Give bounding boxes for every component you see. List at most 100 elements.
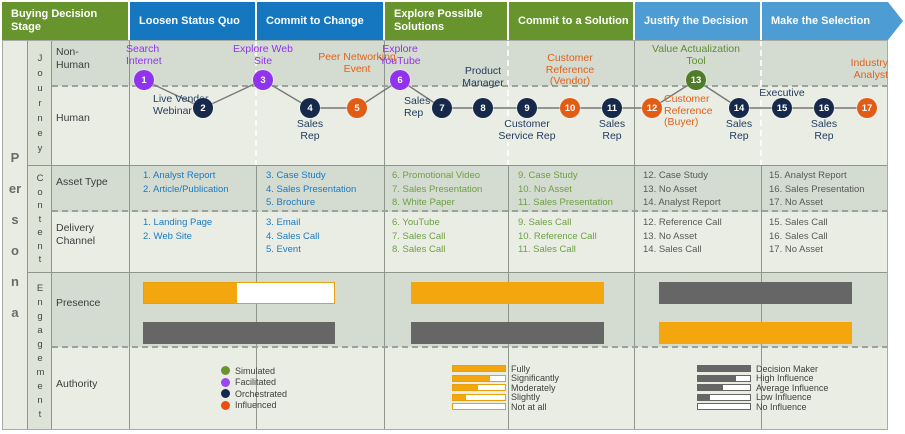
legend-item: Facilitated <box>221 377 287 387</box>
asset-type-cell: 3. Case Study 4. Sales Presentation 5. Bro… <box>266 170 357 208</box>
journey-label: Live Vendor Webinar <box>153 93 209 117</box>
delivery-channel-cell: 15. Sales Call 16. Sales Call 17. No Asset <box>769 217 828 255</box>
legend-item: Simulated <box>221 366 287 376</box>
journey-node-17: 17 <box>857 98 877 118</box>
delivery-channel-cell: 1. Landing Page 2. Web Site <box>143 217 213 242</box>
journey-label: Explore YouTube <box>379 43 421 67</box>
asset-type-cell: 6. Promotional Video 7. Sales Presentatio… <box>392 170 483 208</box>
stage-header-commit-to-a-solution: Commit to a Solution <box>509 2 635 40</box>
journey-label: Explore Web Site <box>233 43 293 67</box>
legend-item: Low Influence <box>697 392 828 402</box>
presence-bar-bottom-stages-3-4 <box>411 322 604 344</box>
grid-line <box>384 40 385 430</box>
legend-item: Not at all <box>452 402 559 412</box>
facilitated-dot-icon <box>221 377 230 387</box>
presence-bar-top-stages-3-4 <box>411 282 604 304</box>
legend-item: No Influence <box>697 402 828 412</box>
legend-item: Significantly <box>452 373 559 383</box>
group-label-engagement: Engagement <box>36 282 45 420</box>
row-bg-asset-type <box>52 166 888 212</box>
journey-label: Customer Service Rep <box>498 118 556 142</box>
row-bg-non-human <box>52 40 888 86</box>
row-divider-dashed <box>52 346 888 348</box>
scale-bar-icon <box>452 384 506 392</box>
legend-item: Orchestrated <box>221 389 287 399</box>
group-label-content: Content <box>36 173 44 266</box>
journey-node-2: 2 <box>193 98 213 118</box>
journey-node-8: 8 <box>473 98 493 118</box>
orchestrated-dot-icon <box>221 389 230 398</box>
simulated-dot-icon <box>221 366 230 375</box>
table-border <box>2 40 888 430</box>
persona-axis-label: Persona <box>2 40 28 430</box>
header-title: Buying Decision Stage <box>11 8 98 33</box>
influenced-dot-icon <box>221 400 230 410</box>
scale-bar-icon <box>452 365 506 372</box>
scale-bar-icon <box>452 393 506 401</box>
journey-node-16: 16 <box>814 98 834 118</box>
delivery-channel-cell: 6. YouTube 7. Sales Call 8. Sales Call <box>392 217 446 255</box>
header-buying-decision-stage: Buying Decision Stage <box>2 2 130 40</box>
grid-line <box>27 40 28 430</box>
legend-item: Fully <box>452 364 559 374</box>
presence-bar-top-stages-1-2 <box>143 282 335 304</box>
group-label-journey: Journey <box>37 52 43 154</box>
legend-item: Influenced <box>221 400 287 410</box>
journey-label: Peer Networking Event <box>318 51 396 75</box>
legend-item: Slightly <box>452 392 559 402</box>
grid-line <box>51 40 52 430</box>
journey-node-11: 11 <box>602 98 622 118</box>
asset-type-cell: 12. Case Study 13. No Asset 14. Analyst Re… <box>643 170 721 208</box>
presence-bar-bottom-stages-5-6 <box>659 322 852 344</box>
row-divider-dashed <box>52 210 888 212</box>
journey-node-15: 15 <box>772 98 792 118</box>
journey-node-7: 7 <box>432 98 452 118</box>
group-column <box>28 40 52 430</box>
journey-label: Executive <box>759 87 805 99</box>
row-bg-delivery-channel <box>52 212 888 273</box>
scale-bar-icon <box>697 403 751 411</box>
presence-bar-bottom-stages-1-2 <box>143 322 335 344</box>
scale-bar-icon <box>697 374 751 382</box>
journey-node-13: 13 <box>686 70 706 90</box>
grid-line <box>28 165 888 166</box>
journey-label: Sales Rep <box>404 95 431 119</box>
journey-node-14: 14 <box>729 98 749 118</box>
scale-bar-icon <box>452 374 506 382</box>
asset-type-cell: 15. Analyst Report 16. Sales Presentation… <box>769 170 865 208</box>
row-label-presence: Presence <box>56 297 101 309</box>
journey-label: Sales Rep <box>725 118 753 142</box>
row-label-delivery-channel: Delivery Channel <box>56 222 96 247</box>
journey-node-1: 1 <box>134 70 154 90</box>
journey-node-9: 9 <box>517 98 537 118</box>
journey-label: Sales Rep <box>598 118 626 142</box>
row-label-authority: Authority <box>56 378 98 390</box>
asset-type-cell: 9. Case Study 10. No Asset 11. Sales Prese… <box>518 170 613 208</box>
asset-type-cell: 1. Analyst Report 2. Article/Publication <box>143 170 229 195</box>
grid-line <box>634 40 635 430</box>
journey-label: Customer Reference (Buyer) <box>664 93 713 128</box>
legend-item: Moderately <box>452 383 559 393</box>
journey-label: Sales Rep <box>810 118 838 142</box>
stage-header-justify-the-decision: Justify the Decision <box>635 2 762 40</box>
stage-header-explore-possible-solutions: Explore Possible Solutions <box>385 2 509 40</box>
legend-item: Average Influence <box>697 383 828 393</box>
journey-node-3: 3 <box>253 70 273 90</box>
row-label-asset-type: Asset Type <box>56 176 108 188</box>
journey-node-5: 5 <box>347 98 367 118</box>
journey-label: Value Actualization Tool <box>652 43 740 67</box>
delivery-channel-cell: 12. Reference Call 13. No Asset 14. Sales … <box>643 217 722 255</box>
scale-bar-icon <box>697 365 751 372</box>
scale-bar-icon <box>697 393 751 401</box>
scale-bar-icon <box>697 384 751 392</box>
row-label-human: Human <box>56 112 90 124</box>
legend-influence-scale: Decision Maker High Influence Average In… <box>697 364 828 413</box>
journey-node-10: 10 <box>560 98 580 118</box>
journey-node-12: 12 <box>642 98 662 118</box>
stage-header-commit-to-change: Commit to Change <box>257 2 385 40</box>
legend-presence-scale: Fully Significantly Moderately Slightly … <box>452 364 559 413</box>
journey-label: Search Internet <box>126 43 162 67</box>
grid-line <box>129 40 130 430</box>
presence-bar-top-stages-5-6 <box>659 282 852 304</box>
